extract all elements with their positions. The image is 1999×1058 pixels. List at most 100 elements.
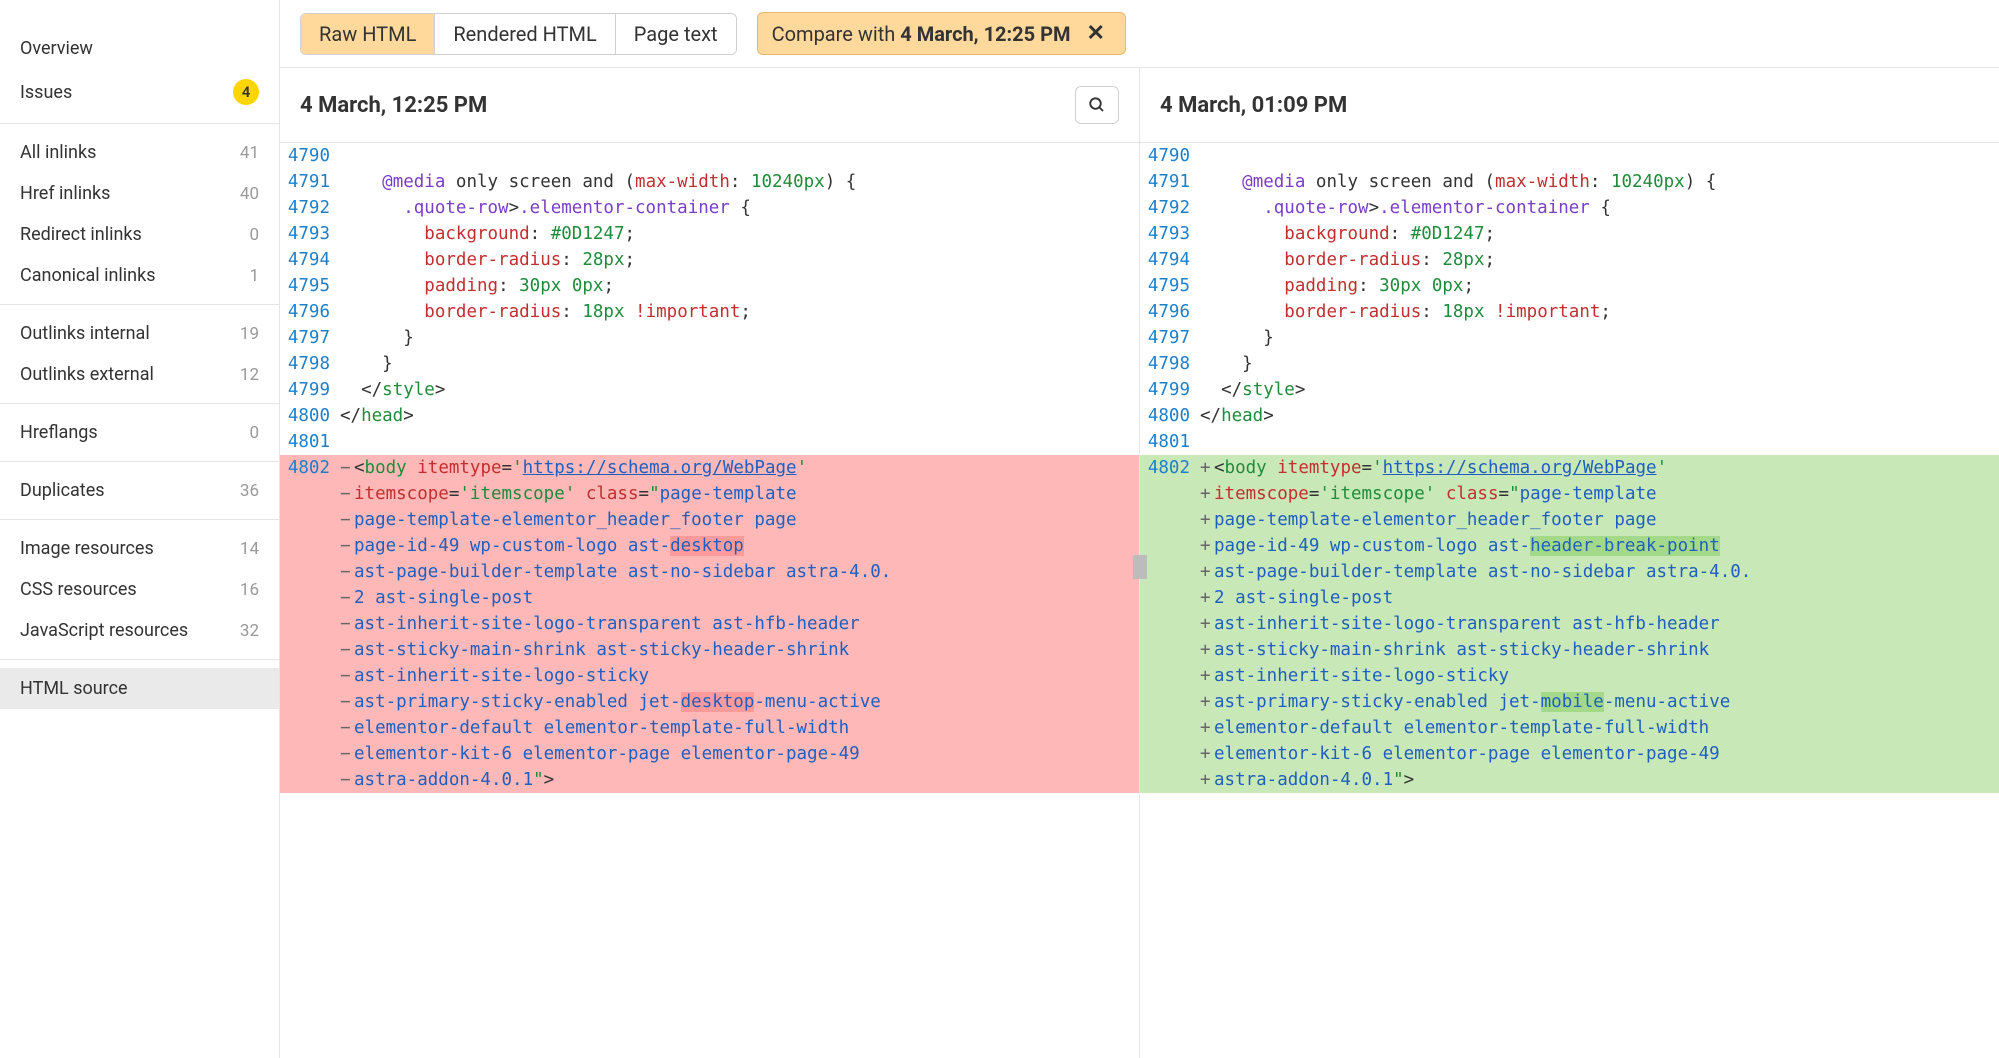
code-line-removed: −itemscope='itemscope' class="page-templ… [280, 481, 1139, 507]
code-line-removed: −astra-addon-4.0.1"> [280, 767, 1139, 793]
sidebar-item-label: Duplicates [20, 480, 105, 501]
code-line: 4796 border-radius: 18px !important; [280, 299, 1139, 325]
sidebar-count: 40 [240, 184, 259, 204]
code-line-added: +itemscope='itemscope' class="page-templ… [1140, 481, 1999, 507]
sidebar-count: 16 [240, 580, 259, 600]
sidebar-count: 0 [249, 423, 259, 443]
toolbar: Raw HTMLRendered HTMLPage text Compare w… [280, 0, 1999, 67]
code-line: 4794 border-radius: 28px; [280, 247, 1139, 273]
code-line: 4791 @media only screen and (max-width: … [280, 169, 1139, 195]
sidebar-count: 19 [240, 324, 259, 344]
code-line: 4800</head> [280, 403, 1139, 429]
tab-raw-html[interactable]: Raw HTML [301, 14, 435, 54]
code-line: 4793 background: #0D1247; [280, 221, 1139, 247]
code-line-added: +elementor-default elementor-template-fu… [1140, 715, 1999, 741]
code-line-added: +ast-primary-sticky-enabled jet-mobile-m… [1140, 689, 1999, 715]
right-timestamp: 4 March, 01:09 PM [1160, 93, 1347, 118]
code-line-added: 4802+<body itemtype='https://schema.org/… [1140, 455, 1999, 481]
code-line-removed: −page-template-elementor_header_footer p… [280, 507, 1139, 533]
sidebar-item-issues[interactable]: Issues 4 [0, 69, 279, 115]
sidebar-item-css-resources[interactable]: CSS resources 16 [0, 569, 279, 610]
sidebar-item-href-inlinks[interactable]: Href inlinks 40 [0, 173, 279, 214]
left-timestamp: 4 March, 12:25 PM [300, 93, 487, 118]
sidebar-count: 0 [249, 225, 259, 245]
sidebar-count: 14 [240, 539, 259, 559]
code-line-added: +astra-addon-4.0.1"> [1140, 767, 1999, 793]
left-pane: 47904791 @media only screen and (max-wid… [280, 143, 1140, 1058]
sidebar-badge: 4 [233, 79, 259, 105]
code-line-removed: −2 ast-single-post [280, 585, 1139, 611]
sidebar-item-label: Redirect inlinks [20, 224, 142, 245]
sidebar-item-label: All inlinks [20, 142, 96, 163]
code-line: 4793 background: #0D1247; [1140, 221, 1999, 247]
code-line: 4795 padding: 30px 0px; [1140, 273, 1999, 299]
code-line-added: +ast-page-builder-template ast-no-sideba… [1140, 559, 1999, 585]
code-line: 4799 </style> [280, 377, 1139, 403]
sidebar-item-label: Overview [20, 38, 93, 59]
code-line-added: +2 ast-single-post [1140, 585, 1999, 611]
view-tabs: Raw HTMLRendered HTMLPage text [300, 13, 737, 55]
compare-label: Compare with 4 March, 12:25 PM [772, 22, 1071, 46]
sidebar-item-label: HTML source [20, 678, 128, 699]
code-line: 4798 } [1140, 351, 1999, 377]
code-line: 4795 padding: 30px 0px; [280, 273, 1139, 299]
code-line-removed: −ast-page-builder-template ast-no-sideba… [280, 559, 1139, 585]
code-line: 4800</head> [1140, 403, 1999, 429]
pane-headers: 4 March, 12:25 PM 4 March, 01:09 PM [280, 67, 1999, 143]
sidebar-item-outlinks-internal[interactable]: Outlinks internal 19 [0, 313, 279, 354]
code-line: 4794 border-radius: 28px; [1140, 247, 1999, 273]
sidebar-count: 41 [240, 143, 259, 163]
compare-button[interactable]: Compare with 4 March, 12:25 PM ✕ [757, 12, 1126, 55]
code-line: 4792 .quote-row>.elementor-container { [280, 195, 1139, 221]
tab-rendered-html[interactable]: Rendered HTML [435, 14, 615, 54]
sidebar-item-label: Outlinks internal [20, 323, 150, 344]
search-button[interactable] [1075, 86, 1119, 124]
code-line: 4801 [280, 429, 1139, 455]
sidebar-count: 32 [240, 621, 259, 641]
tab-page-text[interactable]: Page text [616, 14, 736, 54]
sidebar-item-label: JavaScript resources [20, 620, 188, 641]
code-line: 4790 [280, 143, 1139, 169]
sidebar-item-label: Href inlinks [20, 183, 110, 204]
code-line-added: +page-id-49 wp-custom-logo ast-header-br… [1140, 533, 1999, 559]
code-line-added: +page-template-elementor_header_footer p… [1140, 507, 1999, 533]
code-line-removed: −ast-inherit-site-logo-sticky [280, 663, 1139, 689]
sidebar-count: 12 [240, 365, 259, 385]
code-line: 4790 [1140, 143, 1999, 169]
sidebar: Overview Issues 4 All inlinks 41 Href inlinks… [0, 0, 280, 1058]
scrollbar-thumb[interactable] [1133, 555, 1147, 579]
code-line-added: +elementor-kit-6 elementor-page elemento… [1140, 741, 1999, 767]
code-line: 4798 } [280, 351, 1139, 377]
sidebar-item-hreflangs[interactable]: Hreflangs0 [0, 412, 279, 453]
sidebar-item-html-source[interactable]: HTML source [0, 668, 279, 709]
code-line: 4792 .quote-row>.elementor-container { [1140, 195, 1999, 221]
sidebar-count: 1 [249, 266, 259, 286]
code-line-removed: −page-id-49 wp-custom-logo ast-desktop [280, 533, 1139, 559]
sidebar-item-all-inlinks[interactable]: All inlinks 41 [0, 132, 279, 173]
sidebar-item-image-resources[interactable]: Image resources 14 [0, 528, 279, 569]
diff-viewer[interactable]: 47904791 @media only screen and (max-wid… [280, 143, 1999, 1058]
code-line-removed: −elementor-default elementor-template-fu… [280, 715, 1139, 741]
sidebar-item-duplicates[interactable]: Duplicates 36 [0, 470, 279, 511]
right-pane: 47904791 @media only screen and (max-wid… [1140, 143, 1999, 1058]
sidebar-item-label: CSS resources [20, 579, 137, 600]
code-line: 4801 [1140, 429, 1999, 455]
sidebar-item-redirect-inlinks[interactable]: Redirect inlinks 0 [0, 214, 279, 255]
sidebar-item-label: Canonical inlinks [20, 265, 156, 286]
sidebar-item-label: Image resources [20, 538, 154, 559]
sidebar-item-outlinks-external[interactable]: Outlinks external 12 [0, 354, 279, 395]
code-line-added: +ast-sticky-main-shrink ast-sticky-heade… [1140, 637, 1999, 663]
sidebar-item-javascript-resources[interactable]: JavaScript resources 32 [0, 610, 279, 651]
sidebar-item-label: Issues [20, 82, 72, 103]
code-line: 4799 </style> [1140, 377, 1999, 403]
main-panel: Raw HTMLRendered HTMLPage text Compare w… [280, 0, 1999, 1058]
code-line-removed: −elementor-kit-6 elementor-page elemento… [280, 741, 1139, 767]
sidebar-count: 36 [240, 481, 259, 501]
sidebar-item-canonical-inlinks[interactable]: Canonical inlinks 1 [0, 255, 279, 296]
code-line-added: +ast-inherit-site-logo-sticky [1140, 663, 1999, 689]
sidebar-item-overview[interactable]: Overview [0, 28, 279, 69]
close-icon[interactable]: ✕ [1080, 21, 1110, 46]
code-line-removed: 4802−<body itemtype='https://schema.org/… [280, 455, 1139, 481]
code-line-removed: −ast-sticky-main-shrink ast-sticky-heade… [280, 637, 1139, 663]
sidebar-item-label: Outlinks external [20, 364, 154, 385]
